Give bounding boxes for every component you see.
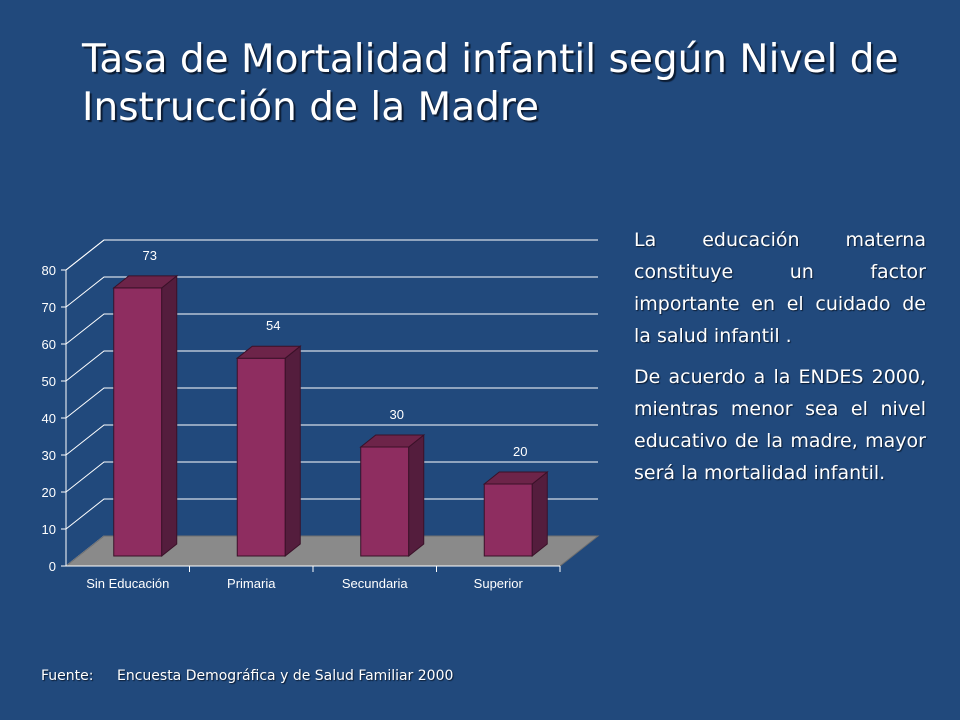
bar-side [161,274,178,558]
bar-front [483,483,533,557]
value-labels: 73 54 30 20 [143,248,528,459]
paragraph-1: La educación materna constituye un facto… [634,229,926,347]
x-tick-label: Primaria [227,576,276,591]
x-tick-label: Sin Educación [86,576,169,591]
gridline [65,461,598,493]
bar-side [531,470,548,558]
gridline [65,387,598,419]
value-label: 20 [513,444,527,459]
y-tick-label: 50 [42,374,56,389]
y-tick-label: 80 [42,263,56,278]
chart-bars [112,274,549,558]
bar [482,470,549,558]
y-axis-ticks: 0 10 20 30 40 50 60 70 80 [42,263,66,574]
source-note: Fuente: Encuesta Demográfica y de Salud F… [41,668,453,684]
gridline [65,424,598,456]
gridline [65,276,598,308]
y-tick-label: 60 [42,337,56,352]
source-text: Encuesta Demográfica y de Salud Familiar… [117,668,454,684]
y-tick-label: 30 [42,448,56,463]
bar-front [113,287,163,557]
bar-side [408,433,425,558]
bar [359,433,426,558]
bar-front [360,446,410,557]
y-tick-label: 20 [42,485,56,500]
gridline [65,350,598,382]
page-title: Tasa de Mortalidad infantil según Nivel … [82,37,899,130]
paragraph-2: De acuerdo a la ENDES 2000, mientras men… [634,366,926,484]
explanation-text: La educación materna constituye un facto… [634,224,926,498]
y-tick-label: 0 [49,559,56,574]
y-tick-label: 10 [42,522,56,537]
back-wall-edge [65,239,105,271]
bar-top [112,275,179,289]
x-tick-label: Secundaria [342,576,409,591]
bar [112,274,179,558]
source-label: Fuente: [41,668,94,684]
bar-chart: 0 10 20 30 40 50 60 70 80 73 54 30 20 Sin Educación… [42,239,600,591]
y-tick-label: 70 [42,300,56,315]
value-label: 54 [266,318,280,333]
bar [235,345,302,558]
x-tick-label: Superior [474,576,524,591]
x-axis-labels: Sin Educación Primaria Secundaria Superior [86,576,523,591]
value-label: 30 [390,407,404,422]
bar-top [359,434,426,448]
chart-gridlines [65,239,598,567]
bar-top [482,471,549,485]
y-tick-label: 40 [42,411,56,426]
value-label: 73 [143,248,157,263]
bar-side [284,345,301,558]
bar-top [235,345,302,359]
bar-front [236,357,286,557]
gridline [65,498,598,530]
gridline [65,313,598,345]
